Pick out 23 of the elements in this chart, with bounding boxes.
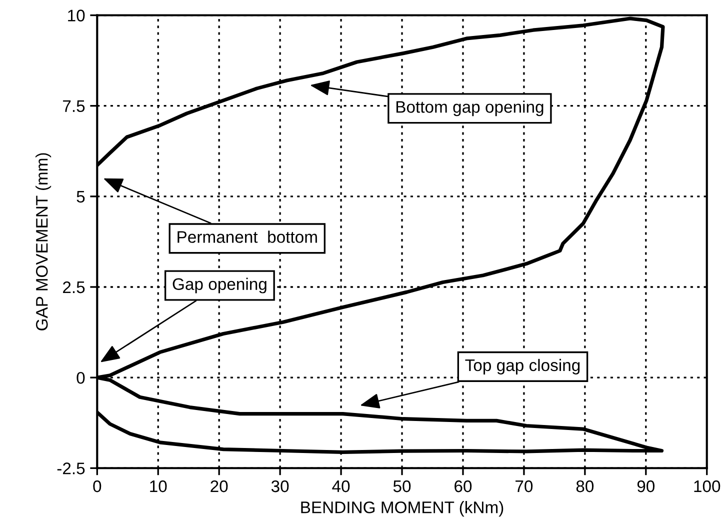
x-tick-label: 60 [454,480,472,492]
x-tick-label: 40 [332,480,350,492]
annotation: Gap opening [172,278,266,294]
annotation: Permanent bottom [178,230,317,243]
x-tick-label: 50 [393,480,411,492]
x-axis-title: BENDING MOMENT (kNm) [301,501,504,517]
y-tick-label: 10 [68,10,85,22]
x-tick-label: 10 [150,480,167,492]
y-tick-label: -2.5 [57,462,85,474]
y-tick-label: 0 [76,372,85,384]
x-tick-label: 30 [271,480,289,492]
y-tick-label: 5 [76,190,85,203]
x-tick-label: 20 [210,480,228,492]
x-tick-label: 90 [637,480,655,492]
x-tick-label: 70 [516,480,533,492]
x-tick-label: 0 [93,480,102,492]
x-tick-label: 100 [694,480,720,492]
y-tick-label: 7.5 [63,100,85,112]
y-axis-title: GAP MOVEMENT (mm) [36,153,52,330]
x-tick-label: 80 [576,480,594,492]
y-tick-label: 2.5 [63,281,85,294]
annotation: Bottom gap opening [396,100,544,116]
annotation: Top gap closing [465,358,580,374]
